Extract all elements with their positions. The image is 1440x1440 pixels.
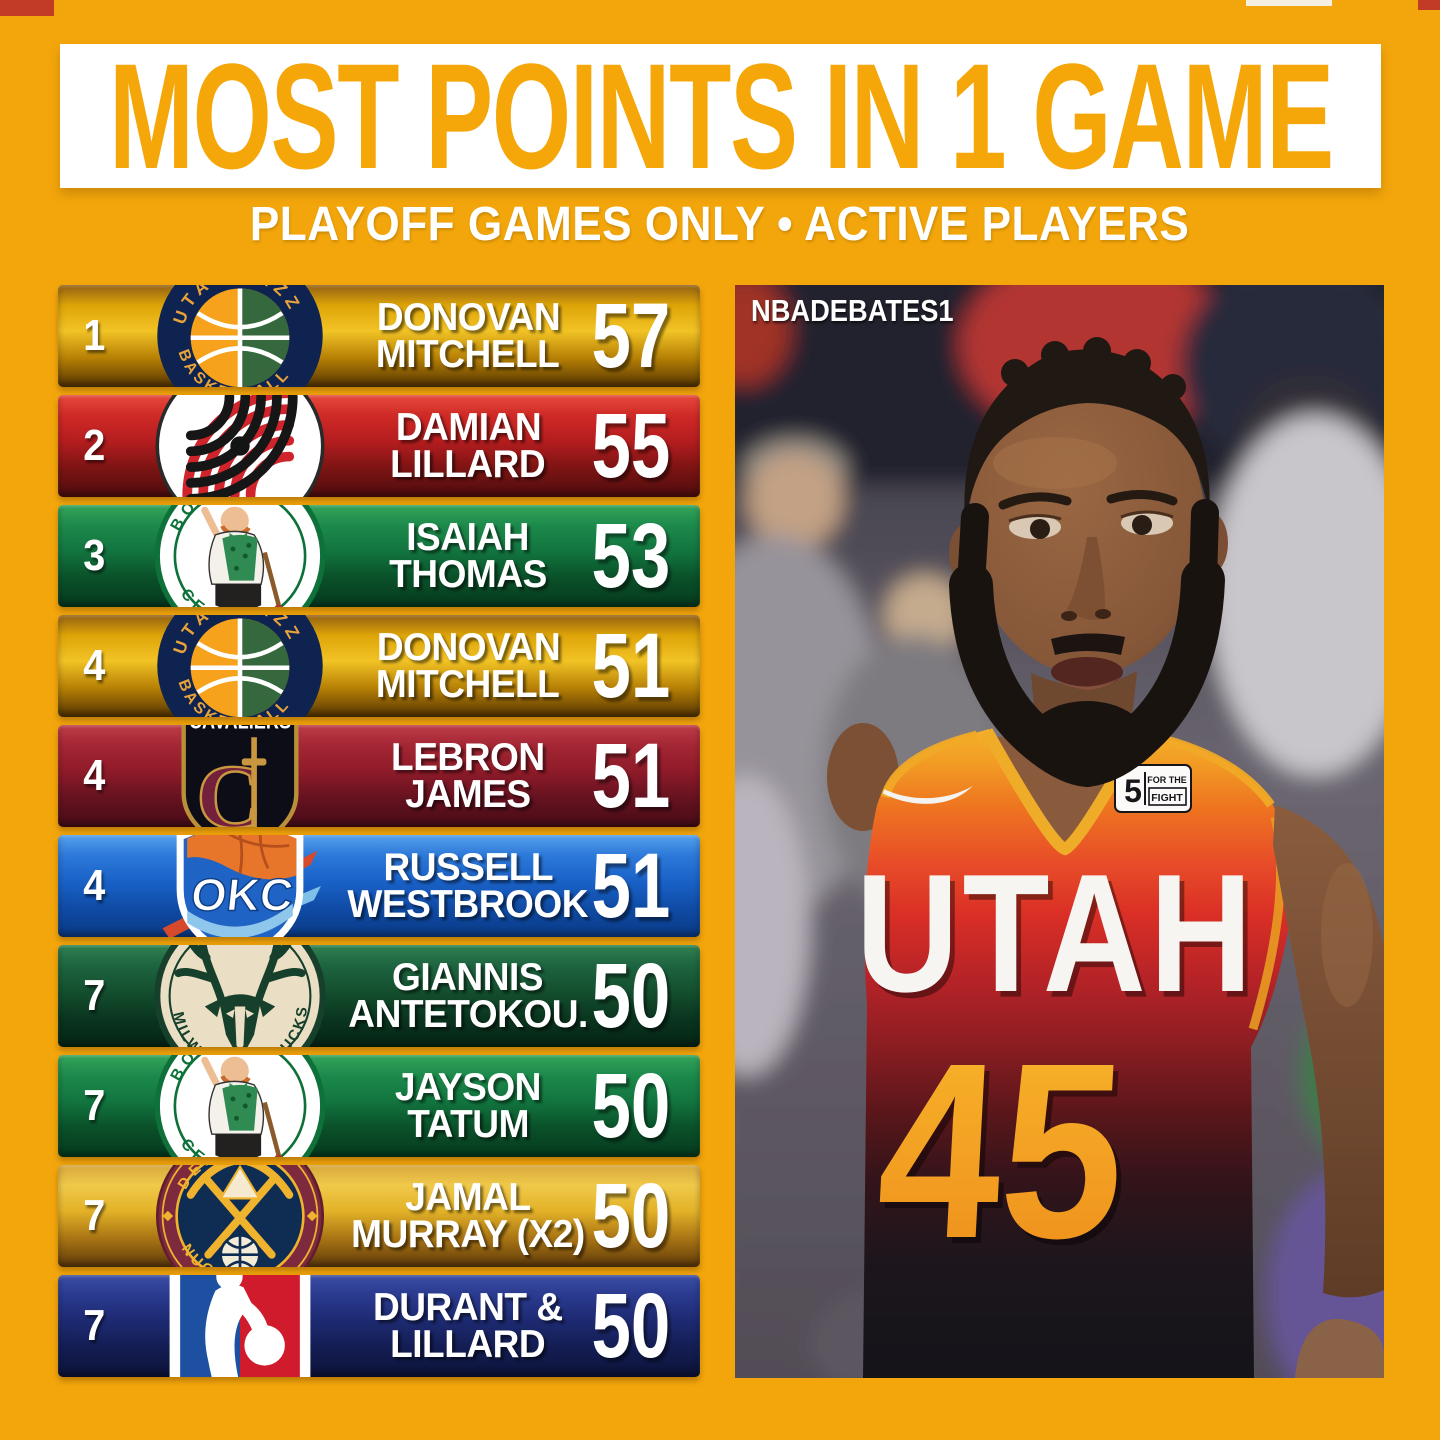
- team-logo-blazers-icon: [152, 395, 328, 497]
- nike-swoosh-icon: [882, 785, 973, 804]
- rank-label: 4: [82, 861, 106, 910]
- team-logo-jazz-icon: [152, 285, 328, 387]
- table-row: 7 JAYSON TATUM 50: [58, 1055, 700, 1157]
- svg-text:45: 45: [877, 1017, 1136, 1296]
- player-name: DURANT & LILLARD: [373, 1286, 563, 1366]
- table-row: 7 DURANT & LILLARD 50: [58, 1275, 700, 1377]
- jersey-number: 45 45: [872, 1011, 1136, 1296]
- player-name: DAMIAN LILLARD: [390, 406, 546, 486]
- eyebrow-left: [998, 492, 1072, 510]
- hair: [964, 349, 1210, 525]
- player-name: LEBRON JAMES: [391, 736, 545, 816]
- five-for-the-fight-patch: 5 FOR THE FIGHT: [1114, 764, 1192, 813]
- rank-label: 1: [82, 311, 106, 360]
- table-row: 4 DONOVAN MITCHELL 51: [58, 615, 700, 717]
- team-logo-nuggets-icon: [152, 1165, 328, 1267]
- mustache: [1051, 633, 1125, 655]
- team-logo-okc-icon: [152, 835, 328, 937]
- player-head: [949, 337, 1228, 788]
- team-logo-nba-icon: [152, 1275, 328, 1377]
- subtitle: PLAYOFF GAMES ONLY • ACTIVE PLAYERS: [0, 197, 1440, 252]
- top-right-red-artifact: [1418, 0, 1440, 10]
- page-title: MOST POINTS IN 1 GAME: [108, 32, 1334, 200]
- player-name: ISAIAH THOMAS: [389, 516, 547, 596]
- svg-text:UTAH: UTAH: [861, 846, 1261, 1034]
- ranking-list: 1 DONOVAN MITCHELL 57 2 DAMIAN LILLARD 55 …: [58, 285, 700, 1385]
- patch-line1: FOR THE: [1147, 775, 1187, 785]
- points-value: 50: [591, 1275, 670, 1377]
- points-value: 50: [591, 945, 670, 1047]
- points-value: 51: [591, 835, 670, 937]
- points-value: 55: [591, 395, 670, 497]
- team-logo-jazz-icon: [152, 615, 328, 717]
- patch-line2: FIGHT: [1151, 792, 1183, 804]
- rank-label: 4: [82, 641, 106, 690]
- team-logo-cavaliers-icon: [152, 725, 328, 827]
- right-strap-trim: [1153, 732, 1275, 808]
- points-value: 53: [591, 505, 670, 607]
- player-photo: 5 FOR THE FIGHT UTAH UTAH 45 45: [735, 285, 1384, 1378]
- patch-number: 5: [1124, 773, 1142, 809]
- top-left-red-artifact: [0, 0, 54, 16]
- nose: [1067, 537, 1105, 620]
- points-value: 51: [591, 615, 670, 717]
- left-hand: [1295, 1318, 1384, 1378]
- jersey-torso: [863, 729, 1292, 1378]
- table-row: 1 DONOVAN MITCHELL 57: [58, 285, 700, 387]
- svg-text:45: 45: [872, 1011, 1131, 1290]
- rank-label: 4: [82, 751, 106, 800]
- neckline-trim: [981, 728, 1147, 856]
- team-logo-celtics-icon: [152, 505, 328, 607]
- player-name: DONOVAN MITCHELL: [376, 626, 560, 706]
- rank-label: 7: [82, 1301, 106, 1350]
- eyebrow-right: [1106, 489, 1178, 506]
- player-name: JAYSON TATUM: [394, 1066, 542, 1146]
- table-row: 7 JAMAL MURRAY (X2) 50: [58, 1165, 700, 1267]
- watermark: NBADEBATES1: [751, 293, 954, 328]
- player-name: GIANNIS ANTETOKOU.: [348, 956, 588, 1036]
- table-row: 4 LEBRON JAMES 51: [58, 725, 700, 827]
- rank-label: 2: [82, 421, 106, 470]
- left-strap-trim: [880, 730, 979, 799]
- rank-label: 3: [82, 531, 106, 580]
- left-arm: [1273, 805, 1384, 1298]
- team-logo-celtics-icon: [152, 1055, 328, 1157]
- svg-text:UTAH: UTAH: [856, 840, 1256, 1028]
- player-photo-art: 5 FOR THE FIGHT UTAH UTAH 45 45: [735, 285, 1384, 1378]
- top-white-artifact: [1246, 0, 1332, 6]
- table-row: 4 RUSSELL WESTBROOK 51: [58, 835, 700, 937]
- points-value: 50: [591, 1165, 670, 1267]
- table-row: 2 DAMIAN LILLARD 55: [58, 395, 700, 497]
- table-row: 3 ISAIAH THOMAS 53: [58, 505, 700, 607]
- jersey-wordmark: UTAH UTAH 45 45: [856, 840, 1261, 1296]
- rank-label: 7: [82, 971, 106, 1020]
- title-banner: MOST POINTS IN 1 GAME: [60, 32, 1381, 200]
- player-figure: 5 FOR THE FIGHT UTAH UTAH 45 45: [827, 337, 1384, 1378]
- subtitle-text: PLAYOFF GAMES ONLY • ACTIVE PLAYERS: [250, 198, 1190, 251]
- table-row: 7 GIANNIS ANTETOKOU. 50: [58, 945, 700, 1047]
- team-logo-bucks-icon: [152, 945, 328, 1047]
- rank-label: 7: [82, 1081, 106, 1130]
- points-value: 57: [591, 285, 670, 387]
- player-name: RUSSELL WESTBROOK: [347, 846, 589, 926]
- player-name: DONOVAN MITCHELL: [376, 296, 560, 376]
- points-value: 50: [591, 1055, 670, 1157]
- rank-label: 7: [82, 1191, 106, 1240]
- player-name: JAMAL MURRAY (X2): [351, 1176, 585, 1256]
- mouth: [1051, 657, 1123, 687]
- points-value: 51: [591, 725, 670, 827]
